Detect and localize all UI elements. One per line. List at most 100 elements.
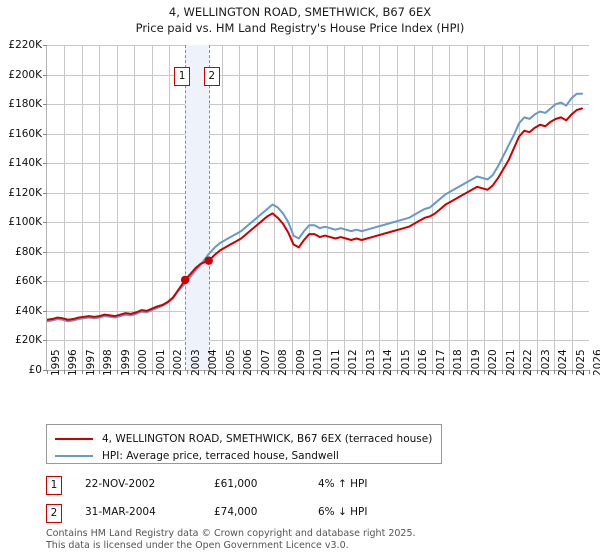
x-axis-tick xyxy=(292,370,293,374)
transaction-point-marker[interactable] xyxy=(204,256,213,265)
x-axis-tick-label: 2009 xyxy=(294,349,307,376)
y-axis-tick-label: £180K xyxy=(8,98,42,111)
x-axis-tick-label: 2018 xyxy=(452,349,465,376)
legend-color-swatch xyxy=(55,438,93,440)
chart-plot-area xyxy=(47,45,589,370)
x-axis-tick xyxy=(187,370,188,374)
series-layer xyxy=(47,92,584,323)
y-axis-tick xyxy=(43,75,47,76)
x-axis-tick-label: 2019 xyxy=(469,349,482,376)
x-axis-tick xyxy=(222,370,223,374)
x-axis-tick xyxy=(82,370,83,374)
gridline-horizontal xyxy=(47,222,589,223)
x-axis-tick xyxy=(134,370,135,374)
gridline-horizontal xyxy=(47,104,589,105)
gridline-vertical xyxy=(99,45,100,370)
page-subtitle: Price paid vs. HM Land Registry's House … xyxy=(135,21,465,35)
x-axis-tick xyxy=(64,370,65,374)
legend-label: HPI: Average price, terraced house, Sand… xyxy=(102,450,339,462)
gridline-horizontal xyxy=(47,45,589,46)
x-axis-tick-label: 2021 xyxy=(504,349,517,376)
gridline-horizontal xyxy=(47,75,589,76)
x-axis-tick-label: 2020 xyxy=(487,349,500,376)
gridline-vertical xyxy=(432,45,433,370)
x-axis-tick-label: 2010 xyxy=(312,349,325,376)
x-axis-tick xyxy=(99,370,100,374)
gridline-horizontal xyxy=(47,340,589,341)
footer-line-1: Contains HM Land Registry data © Crown c… xyxy=(46,528,416,539)
x-axis-tick-label: 2024 xyxy=(557,349,570,376)
transaction-marker-line xyxy=(208,45,210,370)
gridline-vertical xyxy=(82,45,83,370)
y-axis-tick xyxy=(43,104,47,105)
transaction-point-marker[interactable] xyxy=(180,275,190,285)
transaction-flag-2[interactable]: 2 xyxy=(203,67,220,86)
legend-item: 4, WELLINGTON ROAD, SMETHWICK, B67 6EX (… xyxy=(55,430,432,448)
x-axis-tick xyxy=(467,370,468,374)
chart-legend: 4, WELLINGTON ROAD, SMETHWICK, B67 6EX (… xyxy=(46,424,442,464)
gridline-vertical xyxy=(449,45,450,370)
transaction-index-badge: 1 xyxy=(46,476,62,495)
x-axis-tick-label: 2023 xyxy=(539,349,552,376)
gridline-vertical xyxy=(344,45,345,370)
gridline-vertical xyxy=(379,45,380,370)
transaction-hpi-delta: 6% ↓ HPI xyxy=(318,506,368,518)
transaction-row[interactable]: 1 22-NOV-2002 £61,000 4% ↑ HPI xyxy=(46,474,466,496)
gridline-vertical xyxy=(467,45,468,370)
x-axis-tick xyxy=(554,370,555,374)
x-axis-tick xyxy=(379,370,380,374)
y-axis-tick-label: £140K xyxy=(8,157,42,170)
x-axis-tick-label: 2017 xyxy=(434,349,447,376)
gridline-horizontal xyxy=(47,193,589,194)
transaction-flag-1[interactable]: 1 xyxy=(174,67,191,86)
gridline-vertical xyxy=(519,45,520,370)
gridline-vertical xyxy=(502,45,503,370)
series-line-hpi xyxy=(47,92,584,323)
x-axis-tick xyxy=(274,370,275,374)
x-axis-tick xyxy=(502,370,503,374)
transaction-price: £74,000 xyxy=(214,506,258,518)
y-axis-tick xyxy=(43,281,47,282)
x-axis-tick-label: 1996 xyxy=(67,349,80,376)
y-axis-tick-label: £20K xyxy=(15,334,42,347)
y-axis-tick xyxy=(43,163,47,164)
x-axis-tick xyxy=(204,370,205,374)
gridline-vertical xyxy=(257,45,258,370)
series-line-price-paid xyxy=(47,107,584,321)
transaction-hpi-delta: 4% ↑ HPI xyxy=(318,478,368,490)
gridline-vertical xyxy=(274,45,275,370)
transaction-row[interactable]: 2 31-MAR-2004 £74,000 6% ↓ HPI xyxy=(46,502,466,524)
y-axis-tick xyxy=(43,193,47,194)
x-axis-tick-label: 2026 xyxy=(592,349,600,376)
x-axis-tick-label: 2007 xyxy=(259,349,272,376)
x-axis-tick-label: 2008 xyxy=(277,349,290,376)
title-block: 4, WELLINGTON ROAD, SMETHWICK, B67 6EX P… xyxy=(0,4,600,36)
x-axis-tick-label: 2003 xyxy=(189,349,202,376)
x-axis-tick xyxy=(344,370,345,374)
x-axis-tick xyxy=(169,370,170,374)
gridline-vertical xyxy=(239,45,240,370)
legend-item: HPI: Average price, terraced house, Sand… xyxy=(55,447,339,465)
y-axis-tick-label: £120K xyxy=(8,186,42,199)
gridline-vertical xyxy=(362,45,363,370)
x-axis-tick xyxy=(152,370,153,374)
y-axis-tick xyxy=(43,134,47,135)
footer-line-2: This data is licensed under the Open Gov… xyxy=(46,539,349,551)
gridline-vertical xyxy=(292,45,293,370)
gridline-vertical xyxy=(134,45,135,370)
y-axis-tick-label: £80K xyxy=(15,245,42,258)
page-title: 4, WELLINGTON ROAD, SMETHWICK, B67 6EX xyxy=(168,5,432,19)
x-axis-tick-label: 2016 xyxy=(417,349,430,376)
transaction-date: 31-MAR-2004 xyxy=(85,506,156,518)
price-chart xyxy=(43,45,590,374)
x-axis-tick-label: 2001 xyxy=(154,349,167,376)
x-axis-tick xyxy=(572,370,573,374)
transaction-marker-line xyxy=(185,45,187,370)
y-axis-tick xyxy=(43,370,47,371)
gridline-vertical xyxy=(64,45,65,370)
x-axis-tick xyxy=(537,370,538,374)
gridline-vertical xyxy=(117,45,118,370)
x-axis-tick xyxy=(362,370,363,374)
gridline-vertical xyxy=(572,45,573,370)
